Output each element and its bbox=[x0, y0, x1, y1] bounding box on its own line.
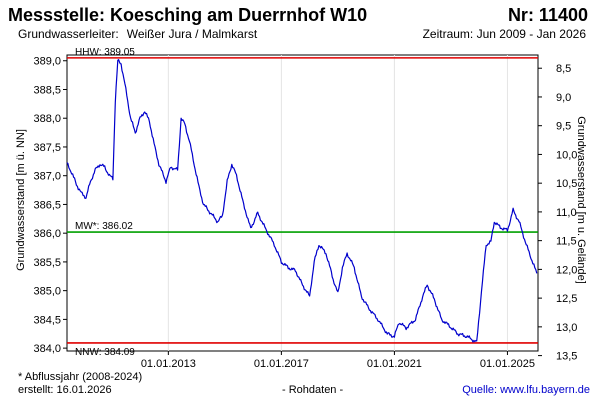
y-tick-label: 387,5 bbox=[33, 142, 61, 154]
y2-tick-label: 8,5 bbox=[556, 63, 571, 75]
created-date: erstellt: 16.01.2026 bbox=[18, 384, 112, 396]
source-link-text[interactable]: Quelle: www.lfu.bayern.de bbox=[462, 384, 590, 396]
data-type-label: - Rohdaten - bbox=[282, 384, 344, 396]
reference-line-label: NNW: 384.09 bbox=[75, 347, 135, 358]
y-tick-label: 386,5 bbox=[33, 199, 61, 211]
x-tick-label: 01.01.2021 bbox=[367, 358, 422, 370]
y-tick-label: 384,0 bbox=[33, 343, 61, 355]
tick-layer: 384,0 384,5 385,0 385,5 386,0 386,5 387,0 387,5… bbox=[33, 56, 577, 370]
y2-tick-label: 12,5 bbox=[556, 293, 577, 305]
reference-lines: HHW: 389.05 MW*: 386.02 NNW: 384.09 bbox=[67, 47, 538, 358]
y-tick-label: 384,5 bbox=[33, 314, 61, 326]
y2-tick-label: 11,0 bbox=[556, 207, 577, 219]
y2-tick-label: 10,5 bbox=[556, 178, 577, 190]
y-tick-label: 387,0 bbox=[33, 171, 61, 183]
groundwater-level-line bbox=[66, 58, 538, 343]
reference-line-label: HHW: 389.05 bbox=[75, 47, 135, 58]
footnote: * Abflussjahr (2008-2024) bbox=[18, 371, 143, 383]
station-title: Messstelle: Koesching am Duerrnhof W10 bbox=[8, 5, 368, 25]
x-tick-label: 01.01.2017 bbox=[254, 358, 309, 370]
y2-tick-label: 12,0 bbox=[556, 264, 577, 276]
y-tick-label: 385,5 bbox=[33, 257, 61, 269]
y-tick-label: 389,0 bbox=[33, 56, 61, 68]
y2-tick-label: 11,5 bbox=[556, 236, 577, 248]
period-label: Zeitraum: Jun 2009 - Jan 2026 bbox=[422, 27, 586, 41]
aquifer-info: Grundwasserleiter: Weißer Jura / Malmkars… bbox=[18, 27, 257, 41]
y2-tick-label: 10,0 bbox=[556, 149, 577, 161]
plot-frame bbox=[66, 54, 539, 352]
reference-line-label: MW*: 386.02 bbox=[75, 221, 133, 232]
y2-axis-title: Grundwasserstand [m u. Gelände] bbox=[575, 116, 587, 284]
aquifer-value: Weißer Jura / Malmkarst bbox=[126, 27, 258, 41]
y2-tick-label: 9,0 bbox=[556, 92, 571, 104]
y-tick-label: 386,0 bbox=[33, 228, 61, 240]
grid-layer bbox=[167, 55, 508, 351]
y-tick-label: 388,5 bbox=[33, 84, 61, 96]
y2-tick-label: 9,5 bbox=[556, 121, 571, 133]
y-axis-title: Grundwasserstand [m ü. NN] bbox=[15, 129, 27, 271]
series-layer bbox=[66, 58, 538, 343]
source-link[interactable]: Quelle: www.lfu.bayern.de bbox=[462, 384, 590, 396]
station-number: Nr: 11400 bbox=[507, 5, 588, 25]
aquifer-label: Grundwasserleiter: bbox=[18, 27, 119, 41]
y2-tick-label: 13,0 bbox=[556, 322, 577, 334]
x-tick-label: 01.01.2013 bbox=[141, 358, 196, 370]
y-tick-label: 385,0 bbox=[33, 286, 61, 298]
x-tick-label: 01.01.2025 bbox=[480, 358, 535, 370]
y2-tick-label: 13,5 bbox=[556, 351, 577, 363]
y-tick-label: 388,0 bbox=[33, 113, 61, 125]
